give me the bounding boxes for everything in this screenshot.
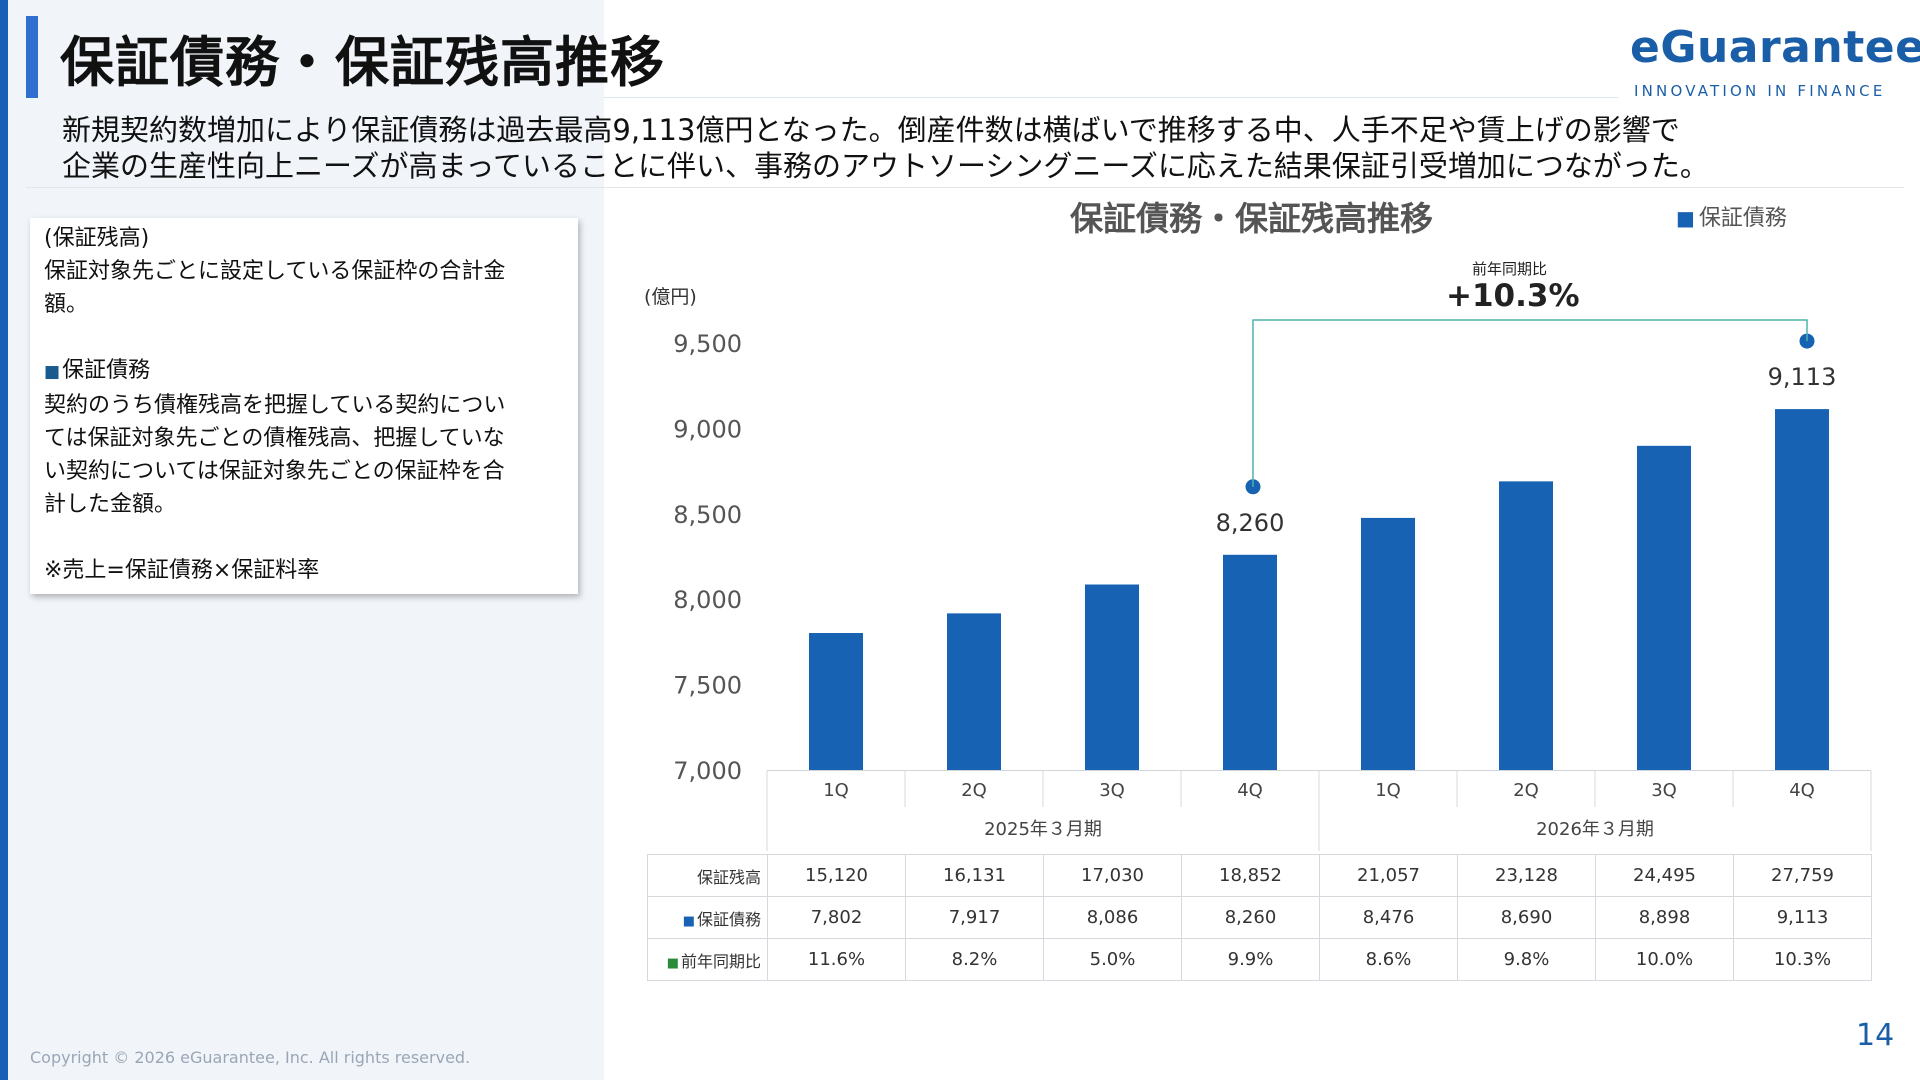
- page-title: 保証債務・保証残高推移: [60, 31, 665, 94]
- y-axis-unit-label: (億円): [644, 286, 697, 308]
- y-tick-label: 7,500: [673, 672, 742, 700]
- yoy-bracket: [1252, 319, 1808, 487]
- lead-line-2: 企業の生産性向上ニーズが高まっていることに伴い、事務のアウトソーシングニーズに応…: [62, 149, 1709, 183]
- definition-note-box: (保証残高) 保証対象先ごとに設定している保証枠の合計金 額。 ■保証債務 契約…: [30, 218, 578, 594]
- legend-label: 保証債務: [1698, 206, 1787, 231]
- title-accent-bar: [26, 16, 38, 98]
- copyright-footer: Copyright © 2026 eGuarantee, Inc. All ri…: [30, 1048, 471, 1067]
- table-cell: 11.6%: [767, 938, 906, 981]
- title-divider: [604, 97, 1618, 98]
- lead-line-1: 新規契約数増加により保証債務は過去最高9,113億円となった。倒産件数は横ばいで…: [62, 113, 1680, 147]
- table-row-label: 前年同期比: [680, 951, 761, 971]
- page-number: 14: [1856, 1018, 1895, 1053]
- note-saimu-desc-1: 契約のうち債権残高を把握している契約につい: [44, 393, 506, 418]
- table-cell: 27,759: [1733, 854, 1872, 897]
- bar: [1085, 584, 1139, 770]
- y-tick-label: 7,000: [673, 757, 742, 785]
- bar: [1499, 481, 1553, 770]
- table-cell: 10.0%: [1595, 938, 1734, 981]
- chart-title: 保証債務・保証残高推移: [1070, 199, 1433, 238]
- lead-text: 新規契約数増加により保証債務は過去最高9,113億円となった。倒産件数は横ばいで…: [62, 112, 1912, 184]
- table-row-header: ■ 保証債務: [647, 896, 768, 939]
- table-cell: 8,260: [1181, 896, 1320, 939]
- x-tick-label: 1Q: [823, 780, 849, 801]
- table-cell: 5.0%: [1043, 938, 1182, 981]
- company-logo: eGuarantee: [1630, 22, 1920, 73]
- table-cell: 8.6%: [1319, 938, 1458, 981]
- note-formula: ※売上=保証債務×保証料率: [44, 558, 320, 583]
- legend-square-icon: ■: [666, 955, 679, 971]
- note-zandaka-desc-1: 保証対象先ごとに設定している保証枠の合計金: [44, 259, 506, 284]
- legend-square-icon: ■: [1676, 206, 1695, 230]
- note-spacer: [44, 321, 564, 354]
- bar: [947, 613, 1001, 770]
- y-tick-label: 8,500: [673, 501, 742, 529]
- x-tick-label: 4Q: [1237, 780, 1263, 801]
- table-cell: 8.2%: [905, 938, 1044, 981]
- table-cell: 16,131: [905, 854, 1044, 897]
- table-cell: 8,086: [1043, 896, 1182, 939]
- table-cell: 15,120: [767, 854, 906, 897]
- note-saimu-desc-2: ては保証対象先ごとの債権残高、把握していな: [44, 426, 505, 451]
- table-cell: 18,852: [1181, 854, 1320, 897]
- bar: [1775, 409, 1829, 770]
- table-cell: 7,917: [905, 896, 1044, 939]
- note-saimu-desc-4: 計した金額。: [44, 492, 177, 517]
- note-saimu-desc-3: い契約については保証対象先ごとの保証枠を合: [44, 459, 505, 484]
- bar: [1361, 517, 1415, 770]
- legend-square-icon: ■: [682, 913, 695, 929]
- y-tick-label: 9,500: [673, 330, 742, 358]
- note-spacer: [44, 521, 564, 554]
- x-tick-label: 2Q: [961, 780, 987, 801]
- x-tick-label: 1Q: [1375, 780, 1401, 801]
- table-cell: 9.8%: [1457, 938, 1596, 981]
- table-cell: 9,113: [1733, 896, 1872, 939]
- table-row-label: 保証残高: [696, 867, 761, 887]
- table-cell: 8,476: [1319, 896, 1458, 939]
- bar: [1637, 445, 1691, 770]
- logo-tagline: INNOVATION IN FINANCE: [1634, 82, 1886, 100]
- y-tick-label: 8,000: [673, 586, 742, 614]
- table-cell: 17,030: [1043, 854, 1182, 897]
- table-row: ■ 保証債務 7,802 7,917 8,086 8,260 8,476 8,690 8,898…: [647, 896, 1872, 939]
- x-group-label: 2026年３月期: [1536, 819, 1654, 840]
- table-row-header: 保証残高: [647, 854, 768, 897]
- bar: [809, 633, 863, 770]
- note-heading-zandaka: (保証残高): [44, 226, 150, 251]
- x-group-label: 2025年３月期: [984, 819, 1102, 840]
- table-row: ■ 前年同期比 11.6% 8.2% 5.0% 9.9% 8.6% 9.8% 10.0% 10.3…: [647, 938, 1872, 981]
- table-cell: 9.9%: [1181, 938, 1320, 981]
- bar-chart: (億円) 9,500 9,000 8,500 8,000 7,500 7,000 8,260 9…: [644, 286, 1872, 851]
- data-label: 8,260: [1216, 509, 1285, 537]
- table-row-label: 保証債務: [696, 909, 761, 929]
- note-zandaka-desc-2: 額。: [44, 292, 89, 317]
- table-row: 保証残高 15,120 16,131 17,030 18,852 21,057 23,128…: [647, 854, 1872, 897]
- x-tick-label: 2Q: [1513, 780, 1539, 801]
- yoy-annotation-value: +10.3%: [1446, 278, 1580, 314]
- x-tick-label: 3Q: [1099, 780, 1125, 801]
- table-cell: 10.3%: [1733, 938, 1872, 981]
- y-tick-label: 9,000: [673, 415, 742, 443]
- data-table: 保証残高 15,120 16,131 17,030 18,852 21,057 23,128…: [647, 854, 1872, 981]
- data-label: 9,113: [1768, 363, 1837, 391]
- marker-dot: [1799, 333, 1815, 349]
- lead-divider: [26, 187, 1904, 188]
- x-tick-label: 4Q: [1789, 780, 1815, 801]
- table-cell: 8,690: [1457, 896, 1596, 939]
- yoy-annotation-label: 前年同期比: [1472, 260, 1548, 278]
- square-bullet-icon: ■: [44, 362, 61, 382]
- chart-legend: ■ 保証債務: [1676, 200, 1787, 232]
- table-cell: 7,802: [767, 896, 906, 939]
- note-heading-saimu: ■保証債務: [44, 358, 151, 383]
- table-row-header: ■ 前年同期比: [647, 938, 768, 981]
- x-tick-label: 3Q: [1651, 780, 1677, 801]
- bar: [1223, 554, 1277, 770]
- left-edge-accent: [0, 0, 8, 1080]
- table-cell: 24,495: [1595, 854, 1734, 897]
- table-cell: 8,898: [1595, 896, 1734, 939]
- table-cell: 23,128: [1457, 854, 1596, 897]
- table-cell: 21,057: [1319, 854, 1458, 897]
